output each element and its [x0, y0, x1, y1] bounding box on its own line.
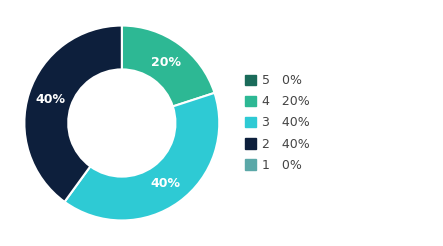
Text: 40%: 40% — [35, 93, 66, 106]
Wedge shape — [122, 26, 214, 107]
Text: 40%: 40% — [151, 177, 181, 190]
Legend: 5   0%, 4   20%, 3   40%, 2   40%, 1   0%: 5 0%, 4 20%, 3 40%, 2 40%, 1 0% — [240, 69, 315, 177]
Text: 20%: 20% — [151, 56, 181, 69]
Wedge shape — [65, 93, 219, 220]
Wedge shape — [24, 26, 122, 202]
